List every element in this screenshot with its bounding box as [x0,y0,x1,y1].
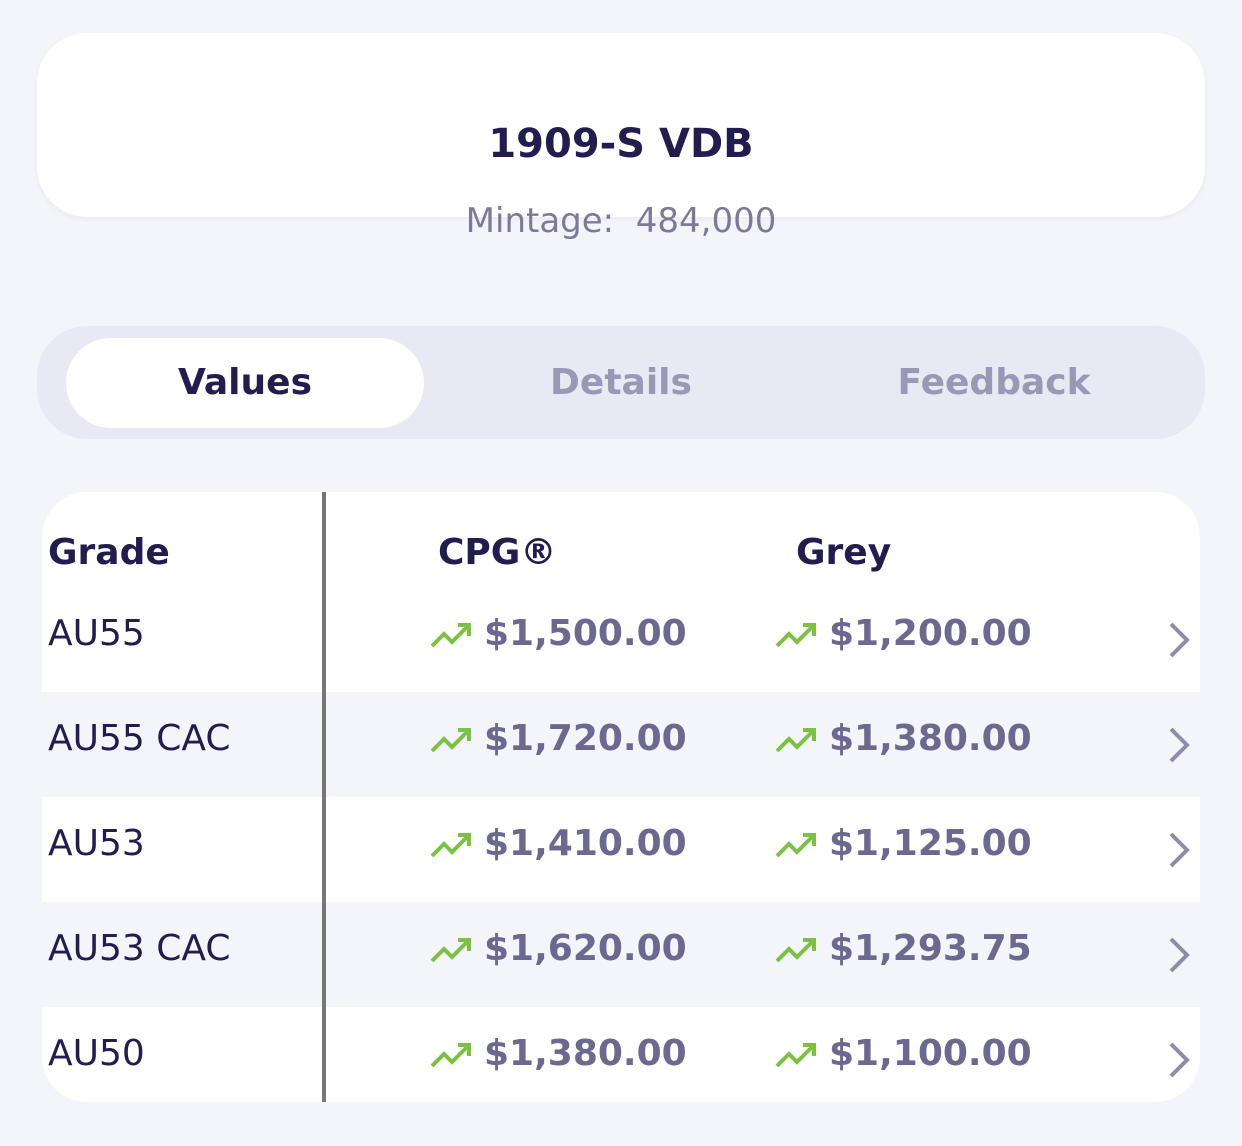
grey-value: $1,293.75 [775,928,1032,969]
value-table: Grade CPG® Grey AU55 $1,500.00 $1,200.00 AU… [42,492,1200,1102]
tab[interactable]: Details [550,362,692,403]
trend-icon [775,833,816,858]
cpg-value: $1,500.00 [430,613,687,654]
grey-value: $1,380.00 [775,718,1032,759]
cpg-value: $1,720.00 [430,718,687,759]
trend-icon [430,833,471,858]
trend-icon [430,938,471,963]
column-header: Grey [796,532,892,573]
chevron [1169,1042,1190,1078]
cpg-text: $1,380.00 [484,1033,687,1074]
chevron [1169,622,1190,658]
trend-icon [430,1043,471,1068]
trend-icon [775,623,816,648]
column-divider [322,492,326,1102]
tab[interactable]: Values [66,338,424,428]
trend-icon [775,728,816,753]
table-row[interactable]: AU53 $1,410.00 $1,125.00 [42,797,1200,902]
grey-text: $1,100.00 [829,1033,1032,1074]
column-header: CPG® [438,532,557,573]
cpg-value: $1,620.00 [430,928,687,969]
coin-title: 1909-S VDB [488,121,754,167]
chevron [1169,727,1190,763]
grey-value: $1,125.00 [775,823,1032,864]
grade: AU55 CAC [48,718,231,759]
tab-bar: Values Details Feedback [37,326,1205,439]
chevron [1169,832,1190,868]
trend-icon [430,623,471,648]
table-row[interactable]: AU55 $1,500.00 $1,200.00 [42,587,1200,692]
table-row[interactable]: AU50 $1,380.00 $1,100.00 [42,1007,1200,1102]
grade: AU53 [48,823,145,864]
grey-value: $1,100.00 [775,1033,1032,1074]
mintage: Mintage: 484,000 [37,201,1205,241]
cpg-text: $1,720.00 [484,718,687,759]
mintage-label: Mintage: [465,201,615,241]
table-row[interactable]: AU53 CAC $1,620.00 $1,293.75 [42,902,1200,1007]
trend-icon [775,938,816,963]
grey-text: $1,125.00 [829,823,1032,864]
grade: AU50 [48,1033,145,1074]
cpg-value: $1,380.00 [430,1033,687,1074]
grade: AU55 [48,613,145,654]
column-header: Grade [48,532,170,573]
grey-text: $1,200.00 [829,613,1032,654]
grey-text: $1,380.00 [829,718,1032,759]
cpg-value: $1,410.00 [430,823,687,864]
trend-icon [775,1043,816,1068]
cpg-text: $1,500.00 [484,613,687,654]
coin-card: 1909-S VDB Mintage: 484,000 [37,33,1205,241]
chevron [1169,937,1190,973]
grey-text: $1,293.75 [829,928,1032,969]
grade: AU53 CAC [48,928,231,969]
trend-icon [430,728,471,753]
tab[interactable]: Feedback [897,362,1091,403]
grey-value: $1,200.00 [775,613,1032,654]
table-row[interactable]: AU55 CAC $1,720.00 $1,380.00 [42,692,1200,797]
mintage-value: 484,000 [635,201,777,241]
cpg-text: $1,410.00 [484,823,687,864]
cpg-text: $1,620.00 [484,928,687,969]
